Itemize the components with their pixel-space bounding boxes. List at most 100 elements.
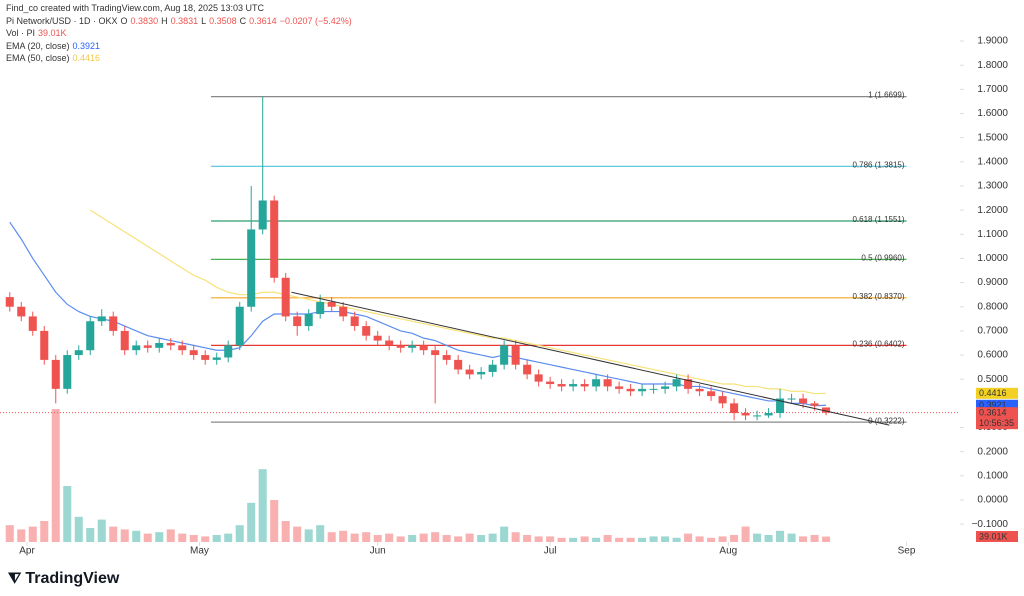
volume-bar	[40, 521, 49, 542]
candle-body	[431, 350, 440, 356]
candle-body	[638, 388, 647, 392]
candle-body	[649, 388, 658, 390]
volume-bar	[339, 530, 348, 542]
candle-body	[270, 200, 279, 278]
logo-icon: ⧨	[8, 570, 22, 587]
volume-bar	[293, 526, 302, 542]
candle-body	[132, 345, 141, 351]
fib-label: 1 (1.6699)	[868, 91, 905, 100]
candle-body	[822, 407, 831, 413]
volume-bar	[97, 519, 106, 542]
legend-item[interactable]: Vol · PI 39.01K	[6, 27, 355, 40]
volume-bar	[810, 535, 819, 542]
change: −0.0207 (−5.42%)	[279, 15, 352, 26]
candle-body	[281, 277, 290, 317]
candle-body	[477, 371, 486, 375]
y-tick-label: 0.6000	[977, 350, 1008, 361]
price-badge-label: 0.3921	[979, 400, 1007, 410]
price-axis-bg	[960, 0, 1024, 596]
volume-bar	[546, 536, 555, 542]
volume-bar	[638, 537, 647, 542]
ohlc-value: 0.3831	[170, 15, 199, 26]
candle-body	[408, 345, 417, 348]
volume-bar	[661, 536, 670, 542]
volume-bar	[557, 537, 566, 542]
volume-bar	[511, 532, 520, 542]
y-tick-label: 1.6000	[977, 108, 1008, 119]
y-tick-label: 1.1000	[977, 229, 1008, 240]
legend-value: 0.3921	[72, 40, 101, 51]
candle-body	[810, 403, 819, 406]
volume-bar	[465, 533, 474, 542]
candle-body	[523, 364, 532, 375]
candle-body	[17, 306, 26, 317]
credit: Find_co created with TradingView.com, Au…	[6, 3, 264, 13]
ohlc-label: L	[201, 15, 207, 26]
candle-body	[247, 229, 256, 307]
volume-bar	[753, 533, 762, 542]
volume-bar	[120, 529, 129, 542]
price-badge-label: 0.4416	[979, 388, 1007, 398]
price-badge	[976, 399, 1018, 411]
logo[interactable]: ⧨ TradingView	[8, 570, 119, 588]
volume-bar	[764, 535, 773, 542]
candle-body	[166, 342, 175, 346]
candle-body	[741, 413, 750, 416]
candle-body	[546, 381, 555, 385]
volume-bar	[431, 532, 440, 542]
y-tick-label: 1.4000	[977, 156, 1008, 167]
y-tick-label: 0.0000	[977, 495, 1008, 506]
volume-bar	[350, 533, 359, 542]
candle-body	[672, 379, 681, 387]
candle-body	[293, 316, 302, 327]
volume-bar	[523, 535, 532, 542]
legend-item[interactable]: EMA (20, close) 0.3921	[6, 40, 355, 53]
y-tick-label: −0.1000	[972, 519, 1009, 530]
candle-body	[799, 398, 808, 404]
ema-line	[89, 209, 827, 395]
volume-bar	[580, 536, 589, 542]
candle-body	[695, 388, 704, 392]
candle-body	[684, 379, 693, 389]
y-tick-label: 1.8000	[977, 60, 1008, 71]
candle-body	[787, 398, 796, 400]
candle-body	[155, 342, 164, 348]
candle-body	[707, 391, 716, 397]
y-tick-label: 1.2000	[977, 205, 1008, 216]
volume-bar	[799, 536, 808, 542]
fib-label: 0 (0.3222)	[868, 416, 905, 425]
candle-body	[201, 355, 210, 360]
candle-body	[603, 379, 612, 387]
candle-body	[730, 403, 739, 414]
candle-body	[442, 355, 451, 360]
volume-bar	[569, 537, 578, 542]
candle-body	[488, 364, 497, 372]
candle-body	[661, 386, 670, 389]
fib-label: 0.382 (0.8370)	[852, 292, 904, 301]
candle-body	[557, 384, 566, 387]
candle-body	[764, 413, 773, 416]
volume-bar	[534, 536, 543, 542]
legend-value: 39.01K	[38, 28, 67, 38]
candle-body	[385, 340, 394, 346]
header: Find_co created with TradingView.com, Au…	[6, 2, 355, 65]
candle-body	[362, 326, 371, 336]
volume-bar	[454, 536, 463, 542]
legend-item[interactable]: EMA (50, close) 0.4416	[6, 52, 355, 65]
price-badge	[976, 387, 1018, 399]
volume-bar	[178, 533, 187, 542]
price-badge-label: 0.3614	[979, 408, 1007, 418]
candle-body	[189, 350, 198, 356]
volume-bar	[603, 535, 612, 542]
volume-bar	[74, 516, 83, 542]
candle-body	[224, 345, 233, 358]
trendline	[291, 291, 890, 426]
volume-bar	[672, 537, 681, 542]
volume-bar	[730, 535, 739, 542]
volume-bar	[592, 537, 601, 542]
volume-bar	[247, 502, 256, 542]
volume-bar	[155, 532, 164, 542]
y-tick-label: 0.5000	[977, 374, 1008, 385]
